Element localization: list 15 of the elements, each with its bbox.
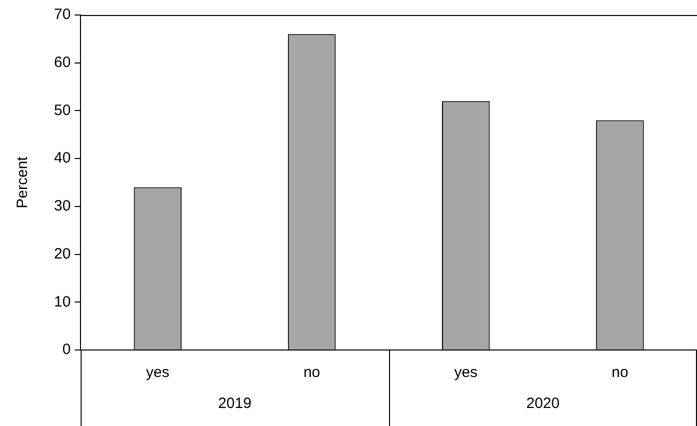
x-tick-label: no xyxy=(303,364,320,382)
x-tick-label: yes xyxy=(146,364,170,382)
y-axis-title: Percent xyxy=(14,156,32,208)
y-tick-label: 10 xyxy=(54,293,71,310)
y-tick-label: 40 xyxy=(54,150,71,167)
text: 2019 xyxy=(218,395,252,412)
x-tick-label: no xyxy=(612,364,628,382)
y-tick-label: 60 xyxy=(54,54,71,71)
y-tick-label: 50 xyxy=(54,102,71,119)
text: 2020 xyxy=(526,395,560,412)
y-tick-label: 0 xyxy=(62,341,71,358)
y-tick-label: 30 xyxy=(54,198,71,215)
y-tick-label: 20 xyxy=(54,245,71,262)
x-tick-label: yes xyxy=(454,364,478,382)
y-tick-label: 70 xyxy=(54,6,71,24)
